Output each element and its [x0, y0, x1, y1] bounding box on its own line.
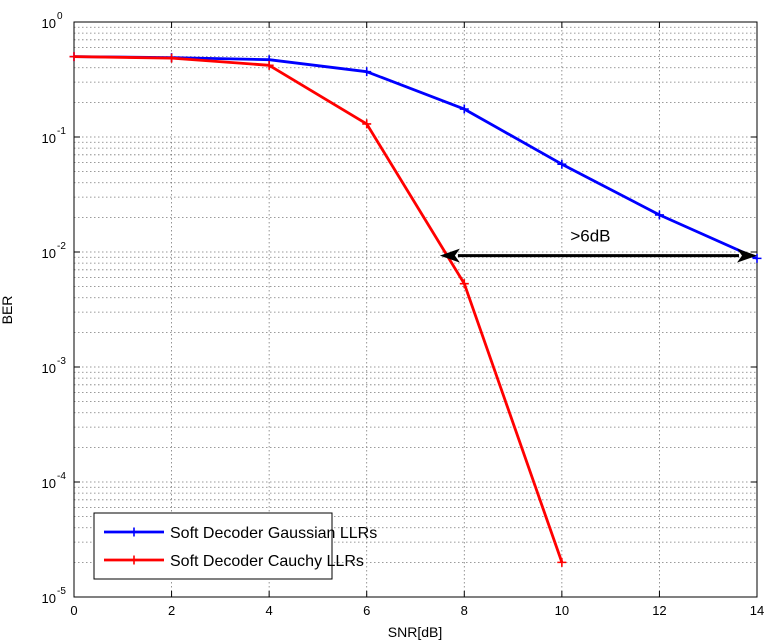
x-tick-label: 14 — [750, 603, 764, 618]
data-point — [752, 253, 762, 263]
legend-entry: Soft Decoder Cauchy LLRs — [104, 553, 364, 570]
y-tick-base: 10 — [42, 361, 56, 376]
y-tick-label: 10 -5 — [42, 586, 67, 606]
y-tick-base: 10 — [42, 246, 56, 261]
y-tick-exponent: -5 — [57, 586, 66, 597]
x-tick-label: 10 — [555, 603, 569, 618]
x-tick-label: 0 — [70, 603, 77, 618]
x-axis-label: SNR[dB] — [388, 624, 442, 640]
series-cauchy — [69, 52, 567, 567]
legend-entry: Soft Decoder Gaussian LLRs — [104, 525, 377, 542]
y-tick-base: 10 — [42, 131, 56, 146]
data-point — [654, 210, 664, 220]
data-point — [557, 159, 567, 169]
y-tick-base: 10 — [42, 476, 56, 491]
legend-label: Soft Decoder Gaussian LLRs — [170, 525, 377, 542]
x-tick-label: 2 — [168, 603, 175, 618]
x-tick-label: 12 — [652, 603, 666, 618]
data-point — [459, 104, 469, 114]
y-tick-exponent: -2 — [57, 241, 66, 252]
plot-frame — [73, 21, 758, 598]
legend: Soft Decoder Gaussian LLRs Soft Decoder C… — [93, 512, 377, 580]
legend-label: Soft Decoder Cauchy LLRs — [170, 553, 364, 570]
y-tick-exponent: -3 — [57, 356, 66, 367]
y-axis-label: BER — [0, 296, 15, 325]
x-tick-label: 6 — [363, 603, 370, 618]
y-tick-label: 10 -4 — [42, 471, 67, 491]
series-line — [73, 55, 564, 563]
grid — [74, 22, 757, 597]
data-point — [459, 279, 469, 289]
y-tick-exponent: 0 — [57, 11, 63, 22]
y-tick-label: 10 0 — [42, 11, 63, 31]
data-point — [167, 53, 177, 63]
y-tick-exponent: -4 — [57, 471, 66, 482]
annotation-group: >6dB — [439, 227, 757, 263]
legend-marker — [129, 527, 139, 537]
annotation-arrowhead-right — [737, 248, 757, 263]
data-point — [362, 119, 372, 129]
data-point — [264, 60, 274, 70]
data-point — [69, 52, 79, 62]
y-tick-exponent: -1 — [57, 126, 66, 137]
y-tick-base: 10 — [42, 591, 56, 606]
y-tick-label: 10 -2 — [42, 241, 67, 261]
series-group — [69, 52, 762, 567]
annotation-arrowhead-left — [439, 248, 460, 263]
y-tick-label: 10 -1 — [42, 126, 67, 146]
x-tick-label: 8 — [461, 603, 468, 618]
y-tick-label: 10 -3 — [42, 356, 67, 376]
annotation-label: >6dB — [570, 227, 610, 246]
y-tick-base: 10 — [42, 16, 56, 31]
data-point — [362, 67, 372, 77]
x-tick-label: 4 — [266, 603, 273, 618]
legend-box — [93, 512, 333, 580]
legend-marker — [129, 555, 139, 565]
data-point — [557, 557, 567, 567]
